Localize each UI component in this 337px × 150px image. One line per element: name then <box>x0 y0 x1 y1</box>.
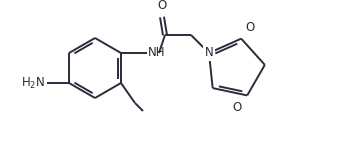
Text: N: N <box>205 46 213 60</box>
Text: O: O <box>157 0 166 12</box>
Text: NH: NH <box>148 45 165 58</box>
Text: N: N <box>205 46 213 60</box>
Text: O: O <box>245 21 254 34</box>
Text: H$_2$N: H$_2$N <box>21 75 45 91</box>
Text: O: O <box>232 101 241 114</box>
Text: N: N <box>205 46 213 60</box>
